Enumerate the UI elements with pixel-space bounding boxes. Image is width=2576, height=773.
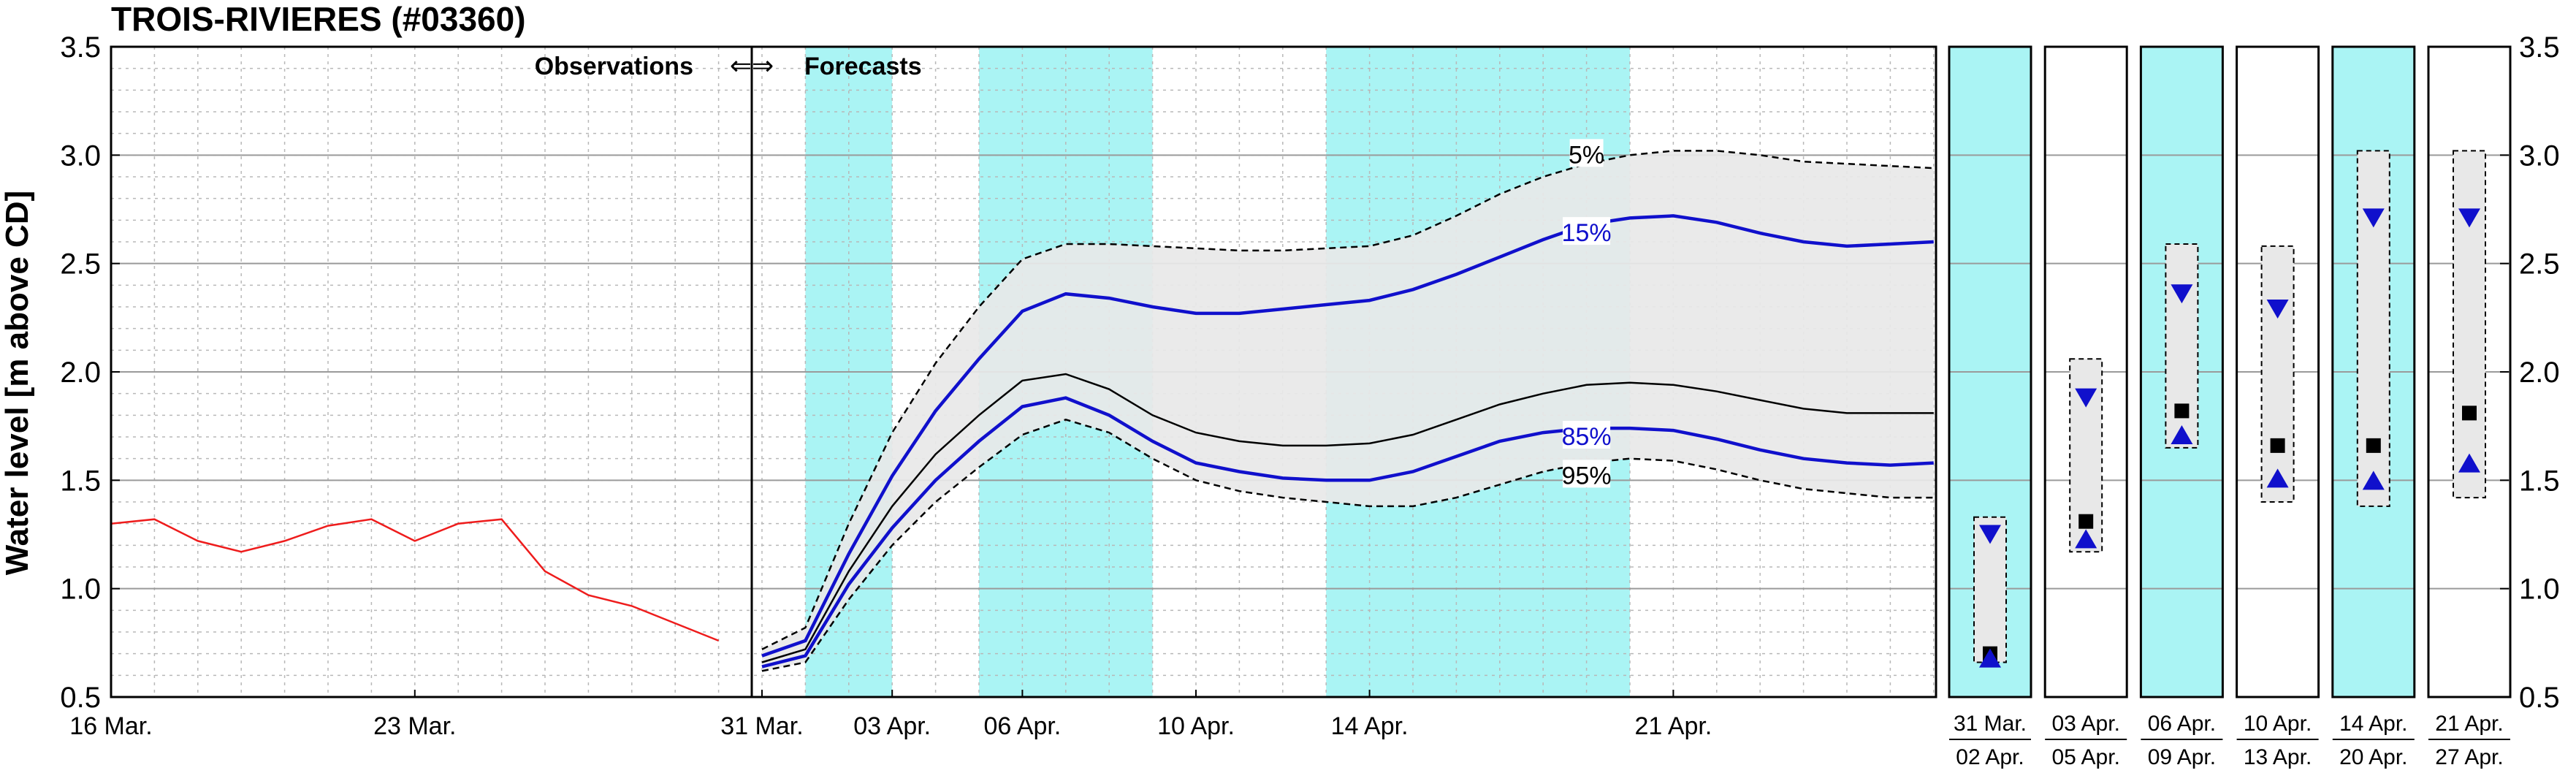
y-tick-label-right: 1.0 — [2519, 574, 2560, 606]
x-tick-label: 06 Apr. — [983, 712, 1061, 740]
summary-panels: 31 Mar. 02 Apr. 03 Apr. 05 Apr. 06 Apr. 09 Ap… — [1948, 45, 2512, 769]
summary-panel-frame — [2139, 45, 2224, 698]
summary-panel-frame — [2043, 45, 2128, 698]
summary-median-marker — [2270, 438, 2285, 453]
summary-panel-frame — [2331, 45, 2416, 698]
y-tick-label: 1.0 — [60, 574, 101, 606]
series-line-15pct — [761, 214, 1934, 658]
forecast-band — [762, 151, 1934, 671]
summary-lower-marker — [2362, 471, 2385, 490]
summary-panel-frame — [2236, 45, 2320, 698]
series-label-bg — [1563, 421, 1611, 449]
series-label-bg — [1563, 460, 1611, 488]
summary-upper-marker — [2458, 208, 2480, 228]
y-tick-label: 3.5 — [60, 31, 101, 64]
x-tick-label: 16 Mar. — [69, 712, 152, 740]
summary-range-box — [2356, 150, 2390, 507]
summary-upper-marker — [1979, 525, 2001, 544]
summary-lower-marker — [2266, 468, 2289, 488]
summary-label-top: 06 Apr. — [2148, 712, 2216, 736]
y-axis-label: Water level [m above CD] — [0, 191, 35, 576]
y-tick-label: 1.5 — [60, 465, 101, 497]
series-label-5pct: 5% — [1569, 141, 1604, 169]
summary-panel: 31 Mar. 02 Apr. — [1948, 45, 2032, 769]
series-label-85pct: 85% — [1562, 423, 1612, 451]
series-label-bg — [1569, 139, 1604, 167]
summary-panel-frame — [1948, 45, 2032, 698]
summary-median-marker — [2078, 514, 2094, 529]
summary-panel: 10 Apr. 13 Apr. — [2236, 45, 2320, 769]
x-tick-label: 10 Apr. — [1157, 712, 1235, 740]
x-tick-label: 23 Mar. — [373, 712, 456, 740]
right-y-axis: 0.5 1.0 1.5 2.0 2.5 3.0 3.5 — [2500, 31, 2560, 714]
summary-panel: 21 Apr. 27 Apr. — [2427, 45, 2512, 769]
y-tick-label-right: 1.5 — [2519, 465, 2560, 497]
series-label-95pct: 95% — [1562, 462, 1612, 490]
summary-panel-frame — [2427, 45, 2512, 698]
summary-lower-marker — [2075, 529, 2097, 549]
summary-range-box — [2260, 245, 2295, 503]
summary-label-bottom: 13 Apr. — [2244, 745, 2312, 769]
y-tick-label: 0.5 — [60, 682, 101, 714]
summary-label-bottom: 20 Apr. — [2339, 745, 2407, 769]
y-tick-label-right: 3.5 — [2519, 31, 2560, 64]
y-tick-label: 2.0 — [60, 357, 101, 389]
series-line-median — [761, 373, 1934, 663]
summary-range-box — [2453, 150, 2486, 499]
forecasts-label: Forecasts — [804, 53, 922, 80]
left-y-axis: 0.5 1.0 1.5 2.0 2.5 3.0 3.5 — [60, 31, 120, 714]
summary-label-bottom: 05 Apr. — [2051, 745, 2119, 769]
x-tick-label: 14 Apr. — [1331, 712, 1409, 740]
summary-lower-marker — [2458, 453, 2480, 473]
y-tick-label-right: 2.0 — [2519, 357, 2560, 389]
summary-label-bottom: 02 Apr. — [1956, 745, 2024, 769]
summary-upper-marker — [2075, 388, 2097, 408]
summary-upper-marker — [2171, 284, 2193, 304]
main-plot-area: 5% 15% 85% 95% — [111, 47, 1936, 697]
summary-upper-marker — [2362, 208, 2385, 228]
summary-label-bottom: 27 Apr. — [2435, 745, 2503, 769]
series-line-95pct — [761, 418, 1934, 672]
y-tick-label-right: 3.0 — [2519, 140, 2560, 172]
series-line-85pct — [761, 396, 1934, 669]
summary-median-marker — [2366, 438, 2381, 453]
summary-median-marker — [2462, 405, 2477, 421]
series-label-bg — [1563, 217, 1611, 245]
main-plot-panel: 5% 15% 85% 95% Observations ⇐⇒ Forecasts 16 Mar… — [69, 45, 1937, 740]
x-tick-label: 31 Mar. — [720, 712, 803, 740]
obs-forecast-arrows: ⇐⇒ — [730, 50, 774, 80]
summary-panel: 03 Apr. 05 Apr. — [2043, 45, 2128, 769]
x-tick-label: 03 Apr. — [853, 712, 931, 740]
summary-label-bottom: 09 Apr. — [2148, 745, 2216, 769]
summary-lower-marker — [1979, 648, 2001, 668]
y-tick-label-right: 0.5 — [2519, 682, 2560, 714]
summary-lower-marker — [2171, 425, 2193, 445]
observations-label: Observations — [535, 53, 693, 80]
summary-panel: 06 Apr. 09 Apr. — [2139, 45, 2224, 769]
summary-upper-marker — [2266, 299, 2289, 319]
summary-panel: 14 Apr. 20 Apr. — [2331, 45, 2416, 769]
observed-line — [111, 518, 720, 642]
summary-median-marker — [2174, 403, 2190, 419]
y-tick-label-right: 2.5 — [2519, 248, 2560, 281]
chart-title: TROIS-RIVIERES (#03360) — [111, 0, 526, 38]
summary-label-top: 03 Apr. — [2051, 712, 2119, 736]
y-tick-label: 2.5 — [60, 248, 101, 281]
summary-label-top: 14 Apr. — [2339, 712, 2407, 736]
summary-label-top: 21 Apr. — [2435, 712, 2503, 736]
series-label-15pct: 15% — [1562, 219, 1612, 247]
summary-label-top: 10 Apr. — [2244, 712, 2312, 736]
y-tick-label: 3.0 — [60, 140, 101, 172]
x-tick-label: 21 Apr. — [1634, 712, 1712, 740]
summary-label-top: 31 Mar. — [1954, 712, 2027, 736]
